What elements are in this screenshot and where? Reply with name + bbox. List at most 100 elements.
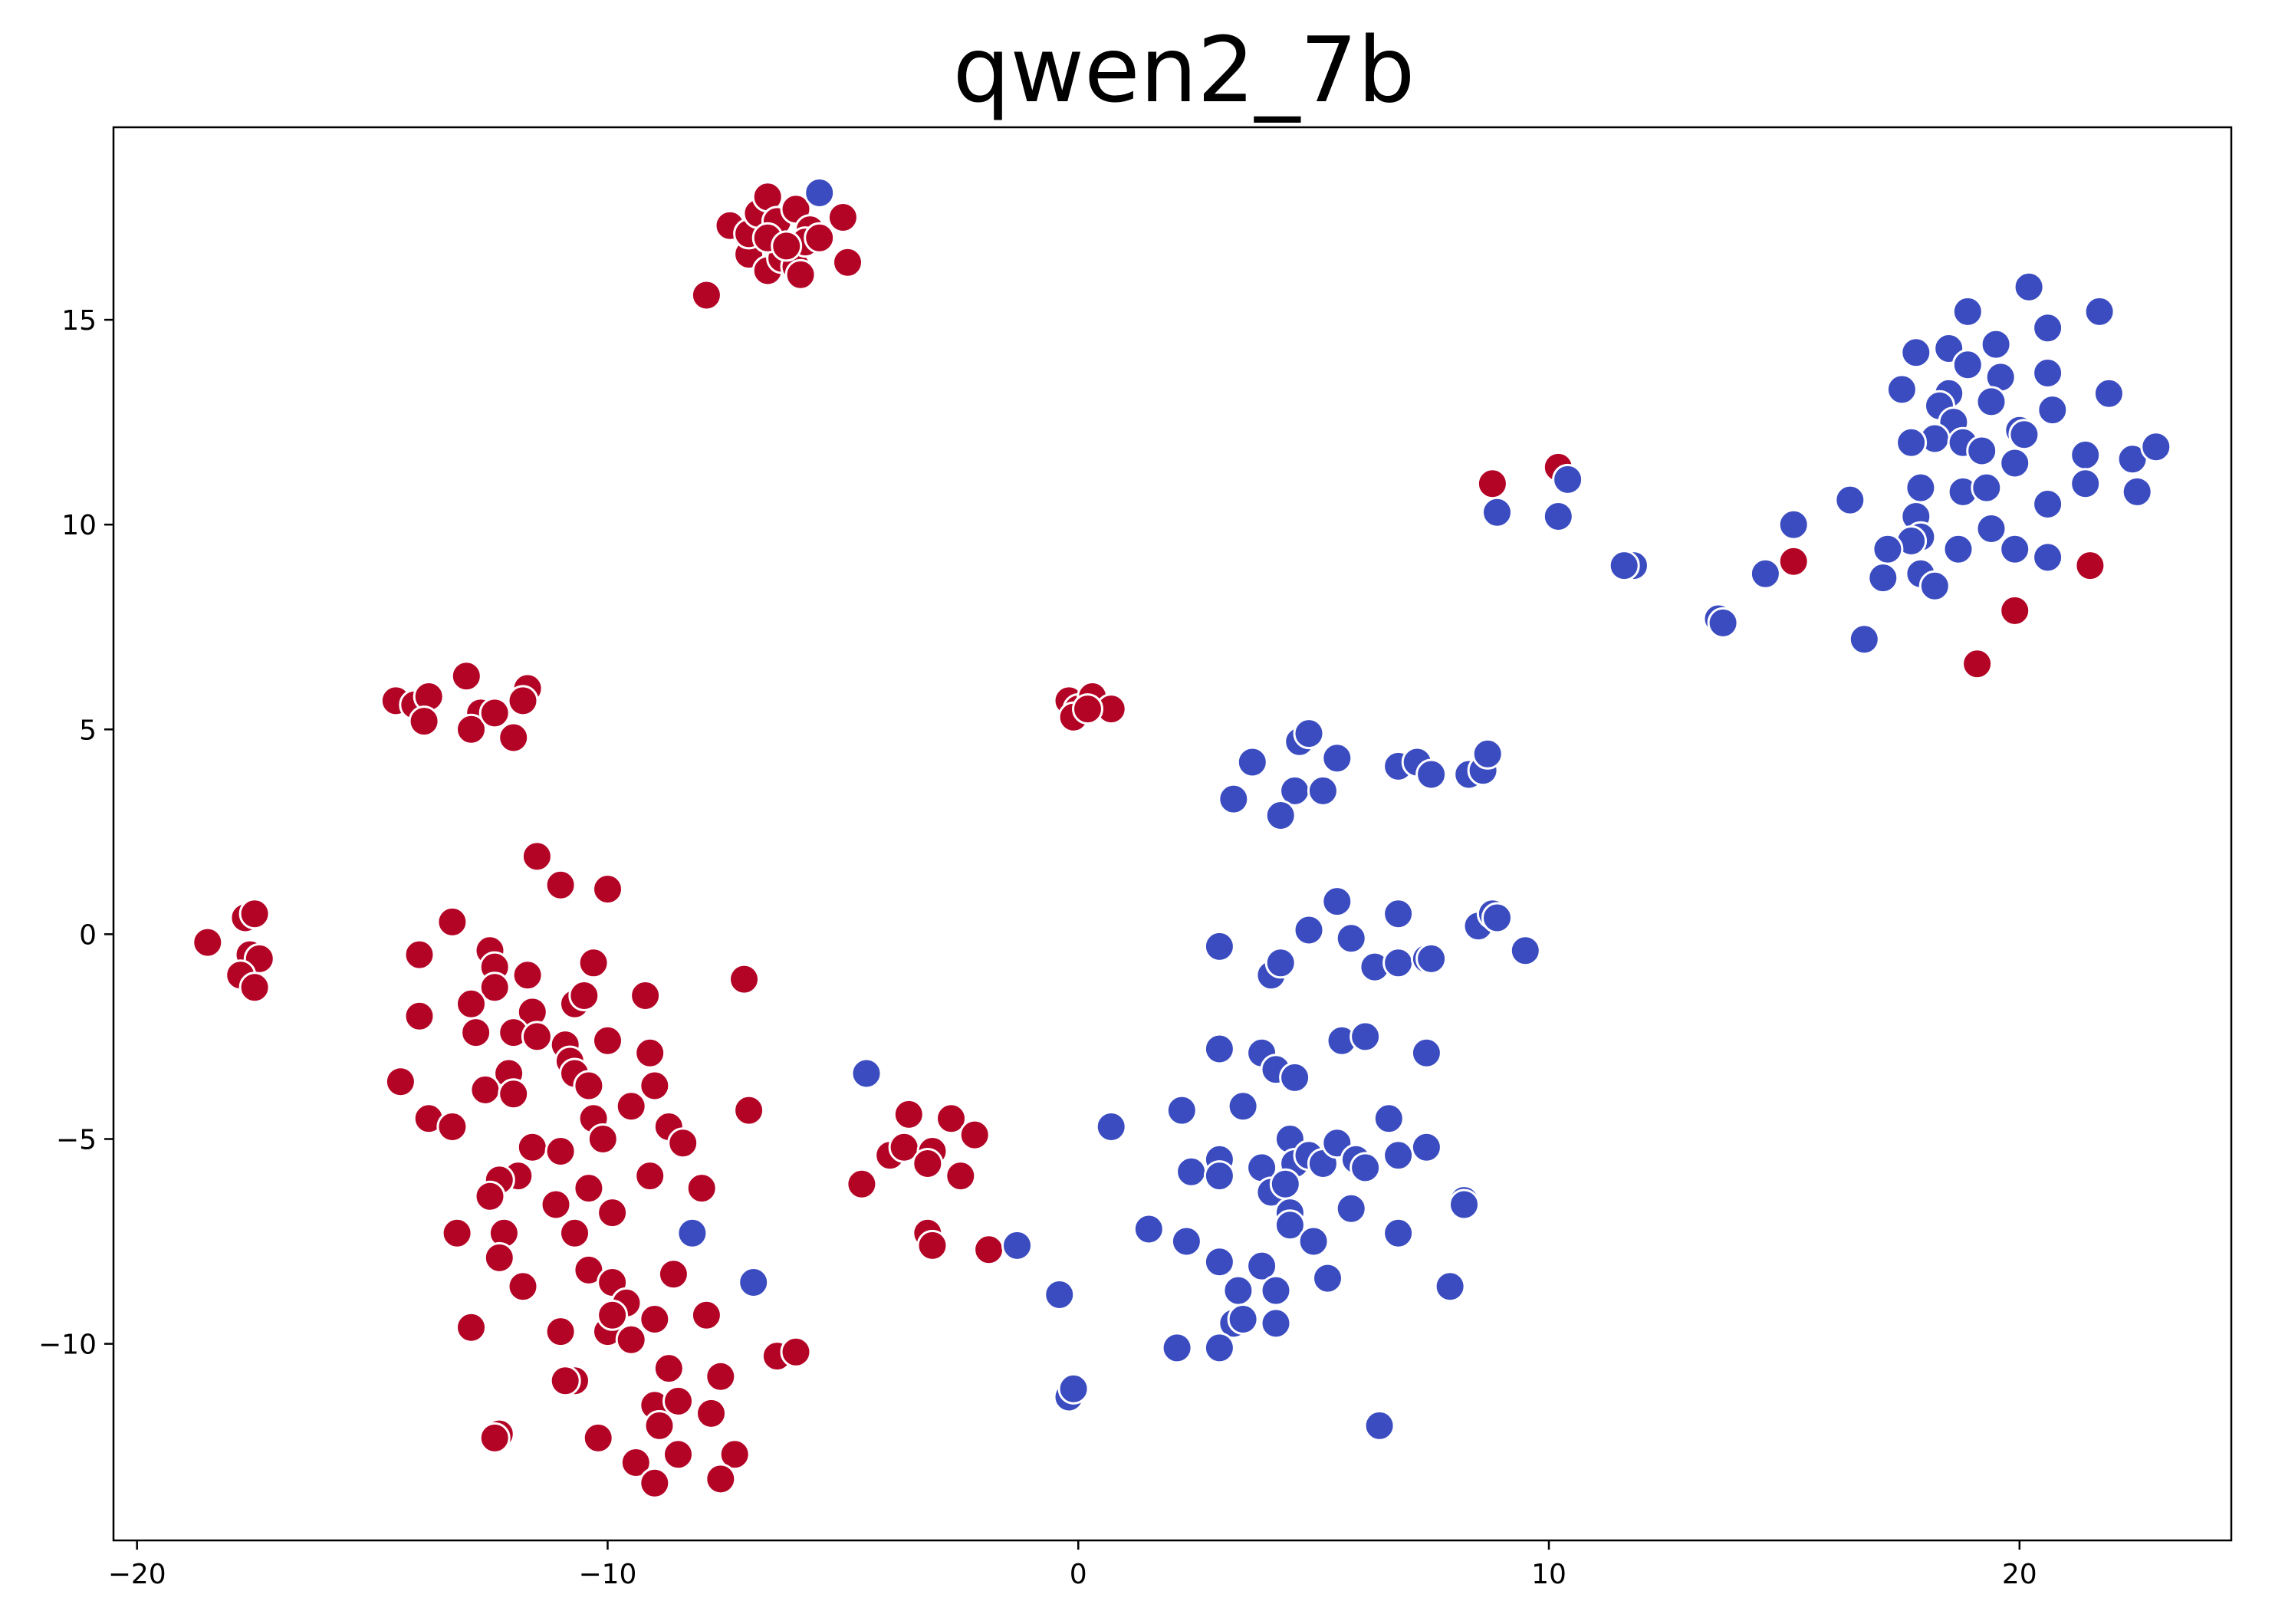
data-point-red <box>597 1299 629 1331</box>
data-point-blue <box>1608 550 1640 582</box>
data-point-blue <box>1980 328 2012 360</box>
y-tick-label: −5 <box>56 1124 97 1156</box>
data-point-red <box>597 1197 629 1229</box>
data-point-red <box>577 947 610 979</box>
data-point-red <box>408 705 440 738</box>
data-point-blue <box>1971 472 2003 504</box>
data-point-red <box>667 1127 699 1159</box>
data-point-red <box>384 1066 416 1098</box>
data-point-blue <box>1297 1225 1330 1257</box>
data-point-red <box>573 1172 605 1205</box>
data-point-blue <box>1999 447 2031 479</box>
data-point-blue <box>1293 914 1325 946</box>
data-point-red <box>615 1090 647 1123</box>
data-point-blue <box>2032 488 2064 520</box>
data-point-blue <box>1885 373 1918 406</box>
data-point-blue <box>1312 1262 1343 1294</box>
data-point-blue <box>1203 930 1235 962</box>
data-point-blue <box>1227 1303 1259 1335</box>
data-point-blue <box>1542 501 1574 532</box>
data-point-blue <box>1448 1188 1480 1221</box>
data-point-blue <box>1203 1160 1235 1192</box>
data-point-blue <box>2083 295 2116 327</box>
data-point-red <box>771 230 803 262</box>
data-point-red <box>498 722 530 754</box>
data-point-red <box>958 1119 991 1151</box>
plot-frame <box>112 126 2233 1542</box>
data-point-red <box>634 1160 666 1192</box>
data-point-blue <box>1175 1156 1208 1188</box>
data-point-red <box>507 1271 539 1303</box>
data-point-blue <box>2037 394 2069 426</box>
data-point-red <box>784 258 817 291</box>
data-point-red <box>568 980 600 1011</box>
data-point-blue <box>1552 463 1584 495</box>
data-point-red <box>478 697 511 729</box>
data-point-blue <box>1951 295 1984 327</box>
data-point-red <box>474 1180 506 1212</box>
data-point-red <box>804 222 836 254</box>
data-point-blue <box>1999 533 2031 565</box>
y-tick-label: 5 <box>79 715 97 746</box>
data-point-red <box>695 1397 727 1429</box>
data-point-red <box>544 1136 577 1167</box>
data-point-red <box>483 1241 515 1274</box>
data-point-blue <box>1044 1279 1076 1310</box>
x-tick-label: −20 <box>108 1559 166 1590</box>
y-tick-label: −10 <box>38 1330 97 1361</box>
data-point-red <box>662 1385 694 1417</box>
data-point-blue <box>1471 738 1504 770</box>
data-point-red <box>718 1438 751 1471</box>
data-point-red <box>403 939 436 971</box>
points-layer <box>192 177 2172 1499</box>
data-point-red <box>893 1098 925 1130</box>
data-point-red <box>728 963 760 995</box>
data-point-blue <box>2032 541 2064 574</box>
data-point-blue <box>1918 570 1951 602</box>
data-point-blue <box>1218 783 1250 815</box>
data-point-red <box>620 1447 652 1478</box>
data-point-blue <box>1363 1409 1396 1442</box>
data-point-red <box>455 988 487 1020</box>
data-point-blue <box>1279 1061 1311 1093</box>
data-point-blue <box>1246 1250 1278 1282</box>
axes-layer: −20 −10 0 10 20 −10 −5 0 5 10 15 <box>38 305 2037 1590</box>
data-point-blue <box>1509 935 1541 967</box>
data-point-blue <box>1335 1192 1367 1225</box>
data-point-red <box>516 1131 548 1163</box>
data-point-blue <box>1895 426 1928 459</box>
data-point-blue <box>1382 1217 1415 1249</box>
data-point-red <box>540 1188 572 1221</box>
data-point-blue <box>2032 312 2064 344</box>
data-point-blue <box>1834 484 1866 516</box>
data-point-blue <box>1373 1103 1405 1135</box>
data-point-blue <box>1203 1332 1235 1364</box>
data-point-blue <box>1707 607 1739 639</box>
data-point-blue <box>1942 533 1974 565</box>
data-point-blue <box>2032 357 2064 389</box>
data-point-red <box>935 1103 967 1135</box>
data-point-blue <box>1415 942 1448 975</box>
data-point-blue <box>1227 1090 1259 1123</box>
data-point-blue <box>1321 742 1353 774</box>
data-point-blue <box>1260 1307 1292 1340</box>
data-point-red <box>511 959 544 991</box>
data-point-blue <box>1382 1139 1415 1172</box>
data-point-red <box>521 840 553 873</box>
data-point-red <box>549 1365 581 1397</box>
data-point-red <box>460 1017 492 1049</box>
data-point-red <box>478 1422 511 1454</box>
data-point-blue <box>1481 902 1513 934</box>
data-point-blue <box>1095 1111 1127 1142</box>
data-point-blue <box>2008 419 2040 451</box>
data-point-blue <box>1293 718 1325 750</box>
x-tick-label: 10 <box>1531 1559 1567 1590</box>
data-point-blue <box>1872 533 1904 565</box>
data-point-red <box>559 1217 590 1249</box>
data-point-blue <box>1203 1246 1235 1278</box>
data-point-red <box>945 1160 977 1192</box>
data-point-red <box>592 1024 623 1057</box>
data-point-blue <box>1410 1131 1442 1163</box>
data-point-red <box>436 1111 468 1142</box>
